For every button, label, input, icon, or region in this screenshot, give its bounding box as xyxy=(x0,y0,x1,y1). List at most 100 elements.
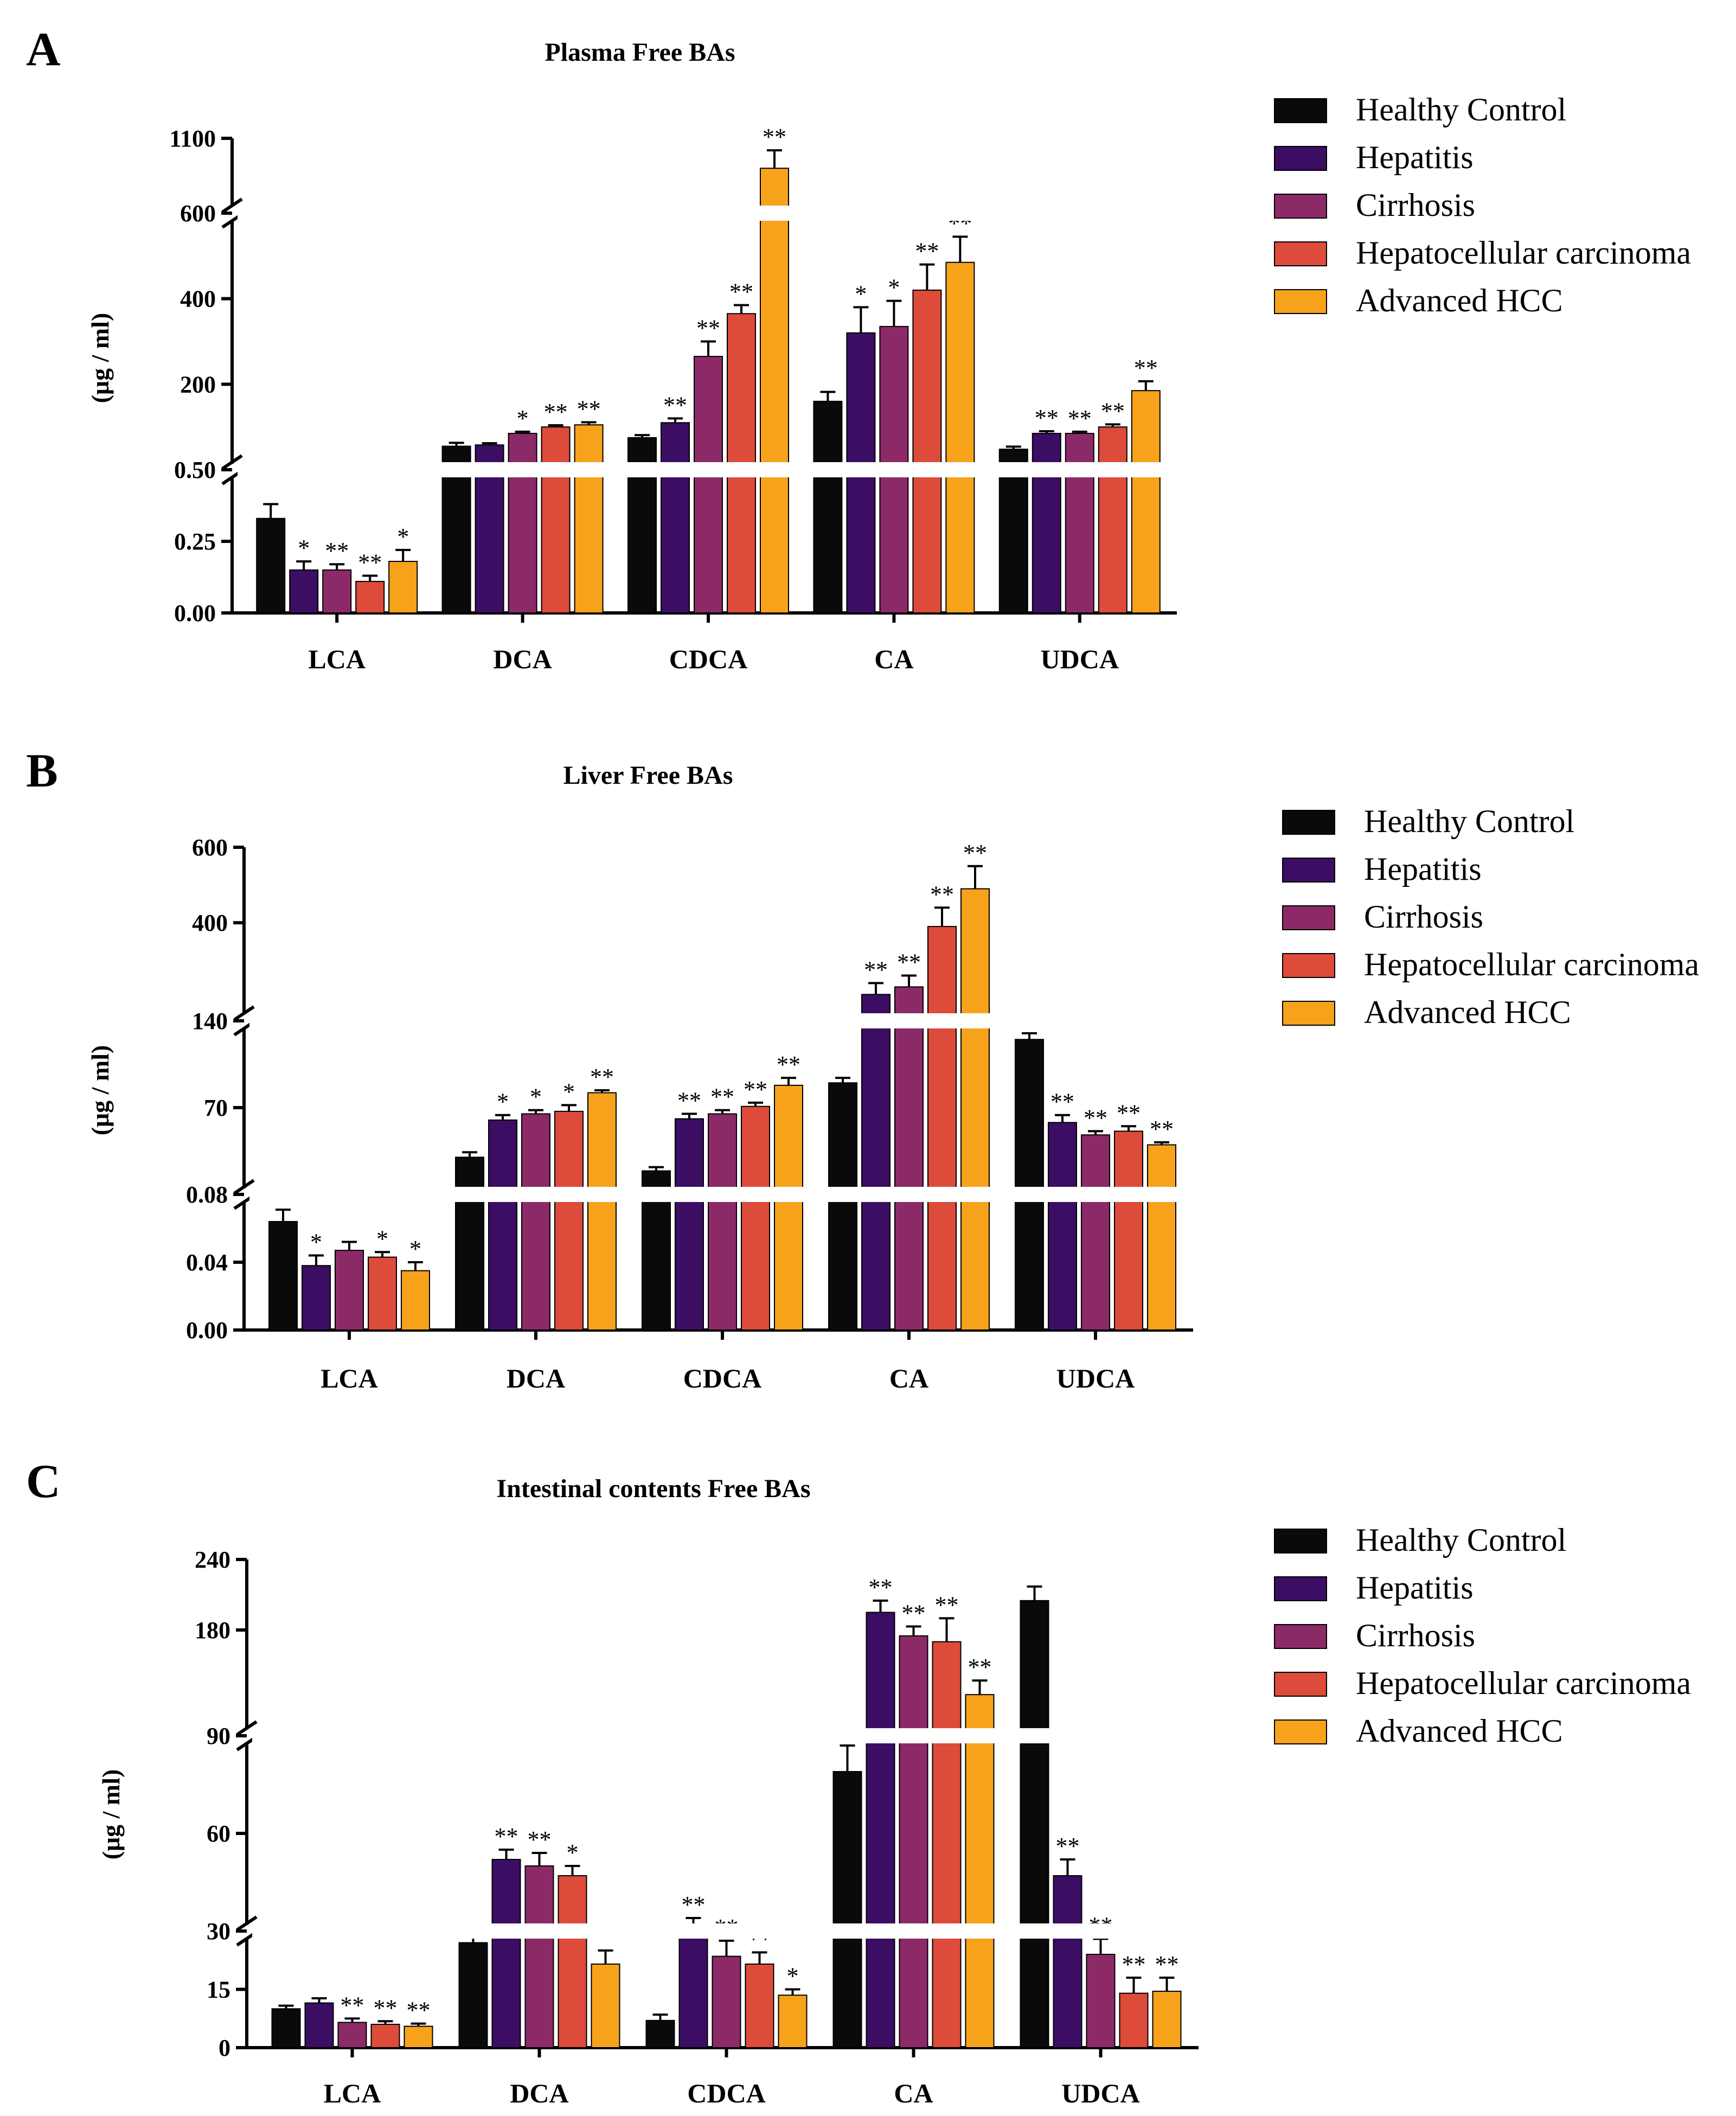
bar xyxy=(828,1082,857,1331)
significance-label: ** xyxy=(935,1591,959,1618)
significance-label: ** xyxy=(374,1994,398,2021)
x-category-label: LCA xyxy=(321,1363,378,1393)
significance-label: ** xyxy=(696,315,720,342)
y-tick-label: 600 xyxy=(180,200,216,227)
legend-swatch xyxy=(1282,1001,1335,1026)
bar xyxy=(289,569,319,614)
y-tick-label: 60 xyxy=(207,1820,230,1847)
bar xyxy=(745,1963,774,2049)
axis-break-mark xyxy=(236,1720,258,1736)
legend-swatch xyxy=(1274,1624,1327,1649)
bar xyxy=(401,1270,430,1331)
y-tick-label: 0.00 xyxy=(174,600,216,627)
break-gap xyxy=(238,206,1177,221)
legend-label: Hepatitis xyxy=(1356,1570,1474,1606)
bar xyxy=(256,517,286,614)
significance-label: ** xyxy=(544,399,568,425)
x-category-label: DCA xyxy=(510,2078,568,2108)
significance-label: ** xyxy=(763,124,786,150)
legend-swatch xyxy=(1274,1576,1327,1601)
bar xyxy=(521,1113,550,1331)
bar xyxy=(1098,426,1128,614)
bar xyxy=(524,1865,554,2048)
significance-label: ** xyxy=(869,1574,893,1601)
break-gap xyxy=(249,1013,1193,1028)
legend-swatch xyxy=(1274,241,1327,266)
bar xyxy=(541,426,571,614)
bar xyxy=(455,1156,484,1331)
legend-label: Healthy Control xyxy=(1364,803,1574,839)
y-axis-label: (μg / ml) xyxy=(86,1045,114,1136)
x-category-label: CDCA xyxy=(669,644,747,674)
break-gap xyxy=(252,1728,1199,1743)
bar xyxy=(574,424,604,613)
y-tick-label: 140 xyxy=(192,1008,228,1034)
significance-label: * xyxy=(310,1229,322,1256)
y-tick-label: 70 xyxy=(204,1095,228,1121)
bar xyxy=(741,1105,770,1331)
legend-swatch xyxy=(1274,194,1327,219)
y-tick-label: 15 xyxy=(207,1977,230,2003)
bar xyxy=(302,1265,331,1331)
bar xyxy=(554,1110,584,1331)
significance-label: ** xyxy=(1101,398,1125,424)
y-tick-label: 0.08 xyxy=(186,1181,228,1208)
significance-label: ** xyxy=(1056,1833,1080,1859)
legend-label: Cirrhosis xyxy=(1364,899,1483,935)
y-tick-label: 90 xyxy=(207,1723,230,1749)
axis-break-mark xyxy=(236,1915,258,1932)
bar xyxy=(778,1994,808,2048)
bar xyxy=(945,261,975,613)
bar xyxy=(268,1221,298,1331)
bar xyxy=(832,1771,862,2048)
significance-label: * xyxy=(888,274,900,301)
bar xyxy=(591,1963,620,2049)
bar xyxy=(1086,1954,1116,2048)
y-tick-label: 200 xyxy=(180,371,216,398)
legend-swatch xyxy=(1274,98,1327,123)
significance-label: ** xyxy=(1155,1951,1179,1978)
bar xyxy=(335,1250,364,1331)
bar xyxy=(1114,1130,1143,1331)
y-tick-label: 0.00 xyxy=(186,1317,228,1344)
significance-label: ** xyxy=(1035,405,1059,431)
legend-swatch xyxy=(1282,810,1335,835)
significance-label: ** xyxy=(682,1891,706,1918)
significance-label: ** xyxy=(663,392,687,418)
bar xyxy=(675,1118,704,1331)
legend-label: Advanced HCC xyxy=(1356,283,1563,318)
bar xyxy=(894,986,924,1331)
y-tick-label: 0 xyxy=(219,2035,230,2061)
significance-label: ** xyxy=(1117,1099,1141,1126)
legend-swatch xyxy=(1274,289,1327,314)
bar xyxy=(760,168,789,613)
y-tick-label: 30 xyxy=(207,1918,230,1945)
significance-label: ** xyxy=(963,840,987,866)
legend-label: Hepatocellular carcinoma xyxy=(1356,235,1691,271)
y-tick-label: 180 xyxy=(195,1617,230,1644)
axis-break-mark xyxy=(233,1005,255,1021)
x-category-label: UDCA xyxy=(1056,1363,1135,1393)
x-category-label: CA xyxy=(894,2078,933,2108)
legend-swatch xyxy=(1274,1719,1327,1744)
break-gap xyxy=(238,462,1177,477)
legend-label: Hepatitis xyxy=(1356,139,1474,175)
significance-label: ** xyxy=(1150,1116,1174,1142)
legend-label: Advanced HCC xyxy=(1364,994,1571,1030)
significance-label: * xyxy=(409,1236,421,1262)
significance-label: ** xyxy=(1068,405,1092,432)
panel-B: B Liver Free BAs (μg / ml) 0.00 0.04 0.08 70 14… xyxy=(26,745,1699,1393)
y-tick-label: 400 xyxy=(192,910,228,936)
y-axis-label: (μg / ml) xyxy=(97,1769,125,1860)
bar xyxy=(1081,1134,1110,1331)
bar xyxy=(508,432,537,613)
significance-label: * xyxy=(530,1084,542,1110)
bar xyxy=(932,1641,962,2049)
bar xyxy=(1147,1144,1176,1331)
significance-label: ** xyxy=(590,1064,614,1090)
bar xyxy=(1048,1122,1077,1331)
legend-swatch xyxy=(1274,146,1327,171)
significance-label: ** xyxy=(358,549,382,576)
significance-label: ** xyxy=(1050,1089,1074,1115)
